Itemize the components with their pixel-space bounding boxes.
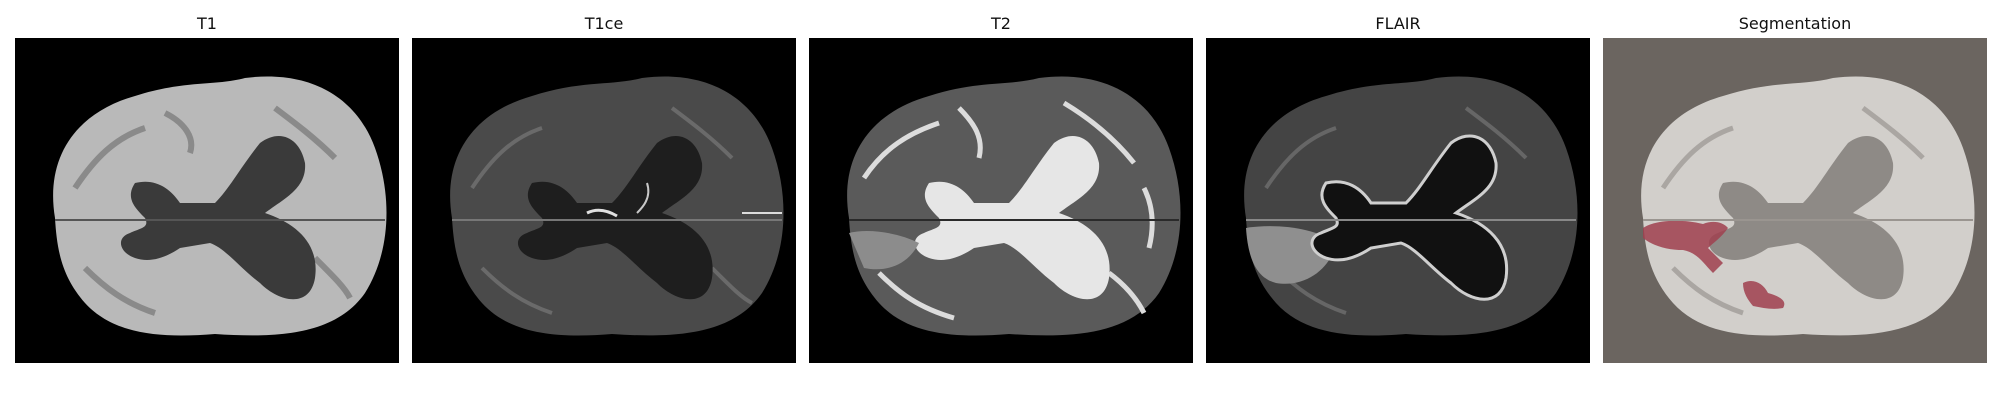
panel-t2: T2: [809, 0, 1193, 365]
panel-t1ce: T1ce: [412, 0, 796, 365]
lesion-region-upper: [1643, 220, 1728, 273]
brain-mri-t1ce-image: [412, 38, 796, 363]
lesion-region-lower: [1743, 281, 1785, 309]
brain-slice-t1ce: [412, 38, 796, 363]
panel-title-t1: T1: [197, 14, 217, 33]
brain-slice-flair: [1206, 38, 1590, 363]
panel-title-t2: T2: [991, 14, 1011, 33]
panel-title-flair: FLAIR: [1375, 14, 1421, 33]
panel-t1: T1: [15, 0, 399, 365]
panel-segmentation: Segmentation: [1603, 0, 1987, 365]
brain-mri-t1-image: [15, 38, 399, 363]
brain-slice-t1: [15, 38, 399, 363]
panel-title-t1ce: T1ce: [584, 14, 624, 33]
panel-flair: FLAIR: [1206, 0, 1590, 365]
brain-mri-t2-image: [809, 38, 1193, 363]
brain-mri-segmentation-image: [1603, 38, 1987, 363]
panel-title-segmentation: Segmentation: [1738, 14, 1852, 33]
brain-mri-flair-image: [1206, 38, 1590, 363]
brain-slice-segmentation: [1603, 38, 1987, 363]
brain-slice-t2: [809, 38, 1193, 363]
